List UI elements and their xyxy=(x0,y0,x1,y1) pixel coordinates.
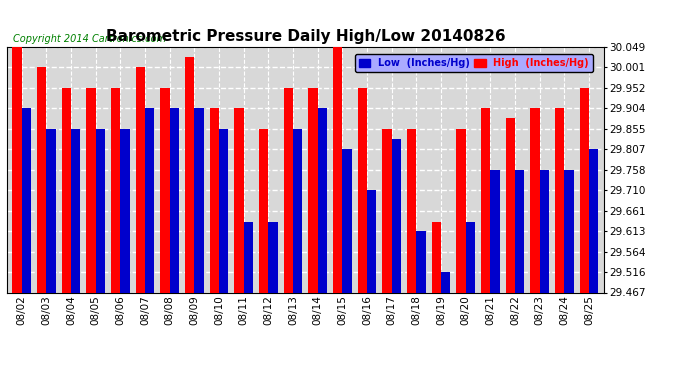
Bar xyxy=(111,88,120,292)
Bar xyxy=(491,170,500,292)
Bar xyxy=(136,67,145,292)
Bar xyxy=(317,108,327,292)
Legend: Low  (Inches/Hg), High  (Inches/Hg): Low (Inches/Hg), High (Inches/Hg) xyxy=(355,54,593,72)
Bar xyxy=(456,129,466,292)
Bar xyxy=(441,272,451,292)
Text: Copyright 2014 Cartronics.com: Copyright 2014 Cartronics.com xyxy=(13,34,166,44)
Bar xyxy=(564,170,573,292)
Bar xyxy=(580,88,589,292)
Bar xyxy=(259,129,268,292)
Bar xyxy=(432,222,441,292)
Bar xyxy=(71,129,81,292)
Bar xyxy=(244,222,253,292)
Bar xyxy=(515,170,524,292)
Bar xyxy=(481,108,491,292)
Bar xyxy=(506,118,515,292)
Bar xyxy=(210,108,219,292)
Bar xyxy=(308,88,317,292)
Bar xyxy=(392,139,401,292)
Bar xyxy=(185,57,195,292)
Bar xyxy=(235,108,244,292)
Bar xyxy=(357,88,367,292)
Bar xyxy=(46,129,56,292)
Bar xyxy=(120,129,130,292)
Bar xyxy=(61,88,71,292)
Bar xyxy=(466,222,475,292)
Bar xyxy=(284,88,293,292)
Bar xyxy=(268,222,277,292)
Bar xyxy=(86,88,96,292)
Bar xyxy=(21,108,31,292)
Bar xyxy=(145,108,155,292)
Bar xyxy=(407,129,416,292)
Bar xyxy=(367,190,376,292)
Bar xyxy=(96,129,105,292)
Bar xyxy=(37,67,46,292)
Bar xyxy=(195,108,204,292)
Bar xyxy=(589,149,598,292)
Bar xyxy=(416,231,426,292)
Bar xyxy=(333,47,342,292)
Bar xyxy=(540,170,549,292)
Bar xyxy=(530,108,540,292)
Bar xyxy=(160,88,170,292)
Bar xyxy=(342,149,352,292)
Bar xyxy=(382,129,392,292)
Bar xyxy=(555,108,564,292)
Bar xyxy=(170,108,179,292)
Bar xyxy=(219,129,228,292)
Title: Barometric Pressure Daily High/Low 20140826: Barometric Pressure Daily High/Low 20140… xyxy=(106,29,505,44)
Bar xyxy=(293,129,302,292)
Bar xyxy=(12,47,21,292)
